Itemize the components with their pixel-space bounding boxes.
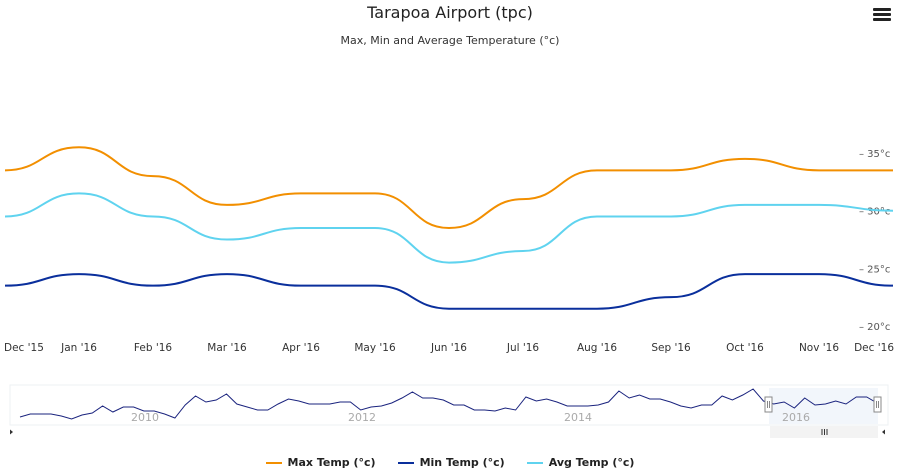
scrollbar-track[interactable] [10, 426, 888, 438]
navigator-year-label: 2014 [564, 411, 592, 424]
navigator-right-handle[interactable] [873, 396, 882, 413]
legend-label-max: Max Temp (°c) [287, 456, 376, 469]
navigator[interactable]: 2010 2012 2014 2016 [9, 384, 889, 438]
x-tick-label: Jul '16 [506, 342, 540, 354]
legend: Max Temp (°c) Min Temp (°c) Avg Temp (°c… [0, 456, 900, 469]
x-tick-label: Sep '16 [651, 342, 691, 354]
x-tick-label: Feb '16 [134, 342, 172, 354]
plot-area[interactable]: – 35°c – 30°c – 25°c – 20°c Dec '15 Jan '16 F… [0, 0, 900, 450]
x-tick-label: Oct '16 [726, 342, 764, 354]
chart-subtitle: Max, Min and Average Temperature (°c) [340, 34, 560, 47]
x-tick-label: Nov '16 [799, 342, 839, 354]
y-tick-label: – 25°c [859, 264, 890, 275]
x-tick-label: Dec '16 [854, 342, 894, 354]
navigator-selection[interactable] [769, 388, 878, 424]
navigator-year-label: 2012 [348, 411, 376, 424]
legend-swatch-max [265, 461, 282, 464]
legend-item-avg[interactable]: Avg Temp (°c) [526, 456, 635, 469]
navigator-year-label: 2016 [782, 411, 810, 424]
x-tick-label: May '16 [354, 342, 396, 354]
legend-item-max[interactable]: Max Temp (°c) [265, 456, 376, 469]
arrow-right-icon[interactable] [882, 429, 885, 435]
y-tick-label: – 35°c [859, 149, 890, 160]
series-avg-line[interactable] [4, 192, 894, 264]
x-axis: Dec '15 Jan '16 Feb '16 Mar '16 Apr '16 May '… [4, 342, 894, 354]
chart-title: Tarapoa Airport (tpc) [367, 3, 533, 22]
series-max-line[interactable] [4, 146, 893, 229]
legend-label-avg: Avg Temp (°c) [548, 456, 635, 469]
legend-item-min[interactable]: Min Temp (°c) [397, 456, 505, 469]
series-min-line[interactable] [4, 273, 894, 310]
x-tick-label: Mar '16 [207, 342, 247, 354]
x-tick-label: Dec '15 [4, 342, 44, 354]
x-tick-label: Jan '16 [60, 342, 97, 354]
scrollbar-grip-icon [821, 429, 828, 435]
navigator-year-label: 2010 [131, 411, 159, 424]
navigator-left-handle[interactable] [764, 396, 773, 413]
legend-swatch-min [397, 461, 414, 464]
legend-swatch-avg [526, 461, 543, 464]
x-tick-label: Apr '16 [282, 342, 320, 354]
x-tick-label: Jun '16 [430, 342, 467, 354]
y-axis: – 35°c – 30°c – 25°c – 20°c [859, 149, 890, 333]
y-tick-label: – 20°c [859, 322, 890, 333]
y-tick-label: – 30°c [859, 207, 890, 218]
legend-label-min: Min Temp (°c) [419, 456, 505, 469]
x-tick-label: Aug '16 [577, 342, 617, 354]
arrow-left-icon[interactable] [10, 429, 13, 435]
hamburger-menu-icon[interactable] [873, 8, 891, 24]
series-lines [4, 146, 894, 310]
navigator-series-line [19, 388, 878, 420]
